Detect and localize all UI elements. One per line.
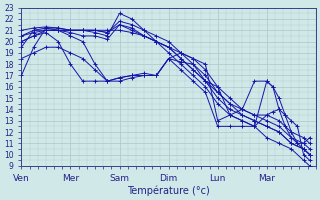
X-axis label: Température (°c): Température (°c)	[127, 185, 210, 196]
